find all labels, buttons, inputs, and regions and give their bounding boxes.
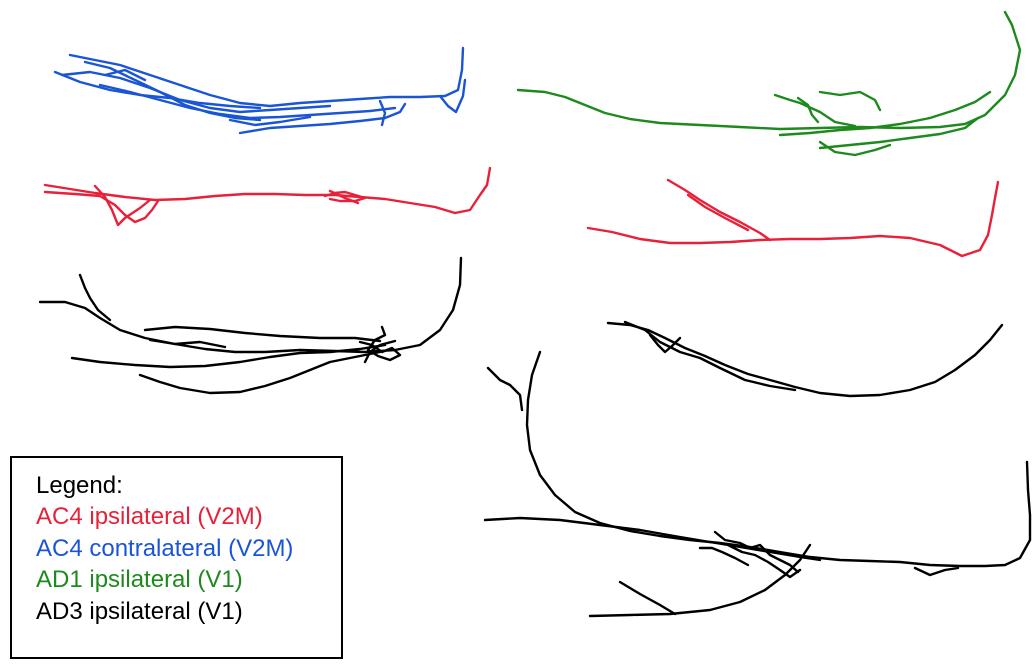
legend-item-ad1-ipsilateral: AD1 ipsilateral (V1) bbox=[36, 566, 243, 593]
trace-ad3-ipsilateral-right bbox=[483, 320, 1032, 618]
legend-item-ad3-ipsilateral: AD3 ipsilateral (V1) bbox=[36, 597, 243, 625]
trace-ac4-contralateral bbox=[53, 46, 467, 135]
trace-ad3-ipsilateral-left bbox=[38, 256, 463, 395]
legend-box: Legend: AC4 ipsilateral (V2M) AC4 contra… bbox=[10, 456, 343, 659]
legend-item-ac4-ipsilateral: AC4 ipsilateral (V2M) bbox=[36, 503, 263, 530]
legend-item-ac4-contralateral: AC4 contralateral (V2M) bbox=[36, 534, 294, 562]
trace-ad1-ipsilateral bbox=[516, 10, 1022, 157]
legend-title: Legend: bbox=[36, 472, 123, 499]
trace-ac4-ipsilateral-right bbox=[586, 178, 1000, 258]
trace-ac4-ipsilateral-left bbox=[43, 166, 492, 227]
